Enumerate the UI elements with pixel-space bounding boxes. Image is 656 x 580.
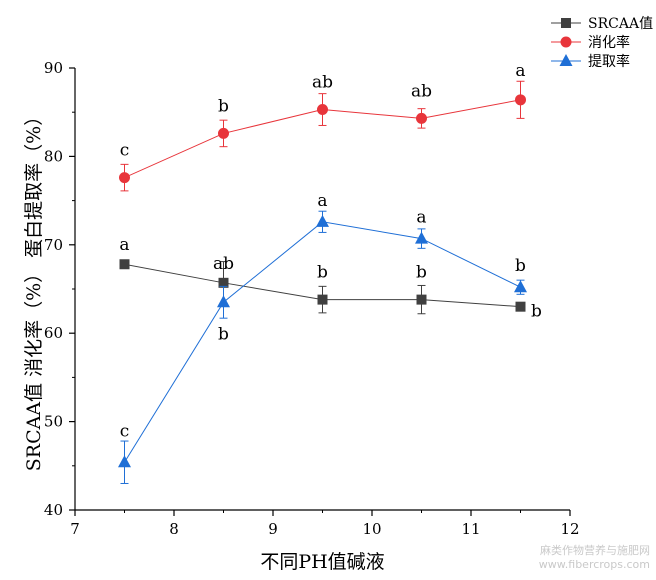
- significance-label: ab: [213, 254, 234, 274]
- significance-label: a: [119, 235, 129, 255]
- significance-label: ab: [411, 81, 432, 101]
- data-point: [218, 127, 229, 139]
- y-tick-label: 40: [44, 501, 63, 519]
- data-point: [316, 214, 329, 227]
- data-point: [416, 112, 427, 124]
- data-point: [514, 280, 527, 293]
- y-tick-label: 80: [44, 147, 63, 165]
- significance-label: ab: [312, 73, 333, 93]
- data-point: [118, 455, 131, 468]
- x-tick-label: 7: [70, 520, 80, 538]
- y-axis-title: SRCAA值 消化率（%） 蛋白提取率（%）: [23, 107, 45, 472]
- legend-marker: [559, 54, 573, 66]
- significance-label: b: [218, 96, 229, 116]
- significance-label: c: [120, 421, 130, 441]
- significance-label: b: [515, 256, 526, 276]
- series-line: [124, 221, 521, 463]
- significance-label: b: [218, 324, 229, 344]
- significance-label: b: [317, 263, 328, 283]
- y-tick-label: 90: [44, 59, 63, 77]
- data-point: [515, 94, 526, 106]
- x-tick-label: 9: [268, 520, 278, 538]
- legend-label: SRCAA值: [588, 16, 653, 32]
- significance-label: b: [531, 302, 542, 322]
- data-point: [218, 277, 229, 288]
- data-point: [317, 294, 328, 305]
- data-point: [217, 295, 230, 308]
- y-tick-label: 70: [44, 236, 63, 254]
- axes: 40 50 60 70 80 90 7 8 9 10 11 12 不同PH值碱液 SRCAA值 消化率（%…: [23, 59, 580, 573]
- watermark-url: www.fibercrops.com: [538, 558, 650, 571]
- legend-marker: [560, 36, 572, 48]
- significance-label: a: [515, 61, 525, 81]
- data-point: [119, 172, 130, 184]
- series-circle: c b ab ab a: [119, 61, 526, 192]
- series-square: a ab b b b: [119, 235, 542, 321]
- y-tick-label: 50: [44, 413, 63, 431]
- data-point: [317, 104, 328, 116]
- watermark: 麻类作物营养与施肥网 www.fibercrops.com: [539, 544, 650, 572]
- x-axis-title: 不同PH值碱液: [260, 551, 384, 573]
- x-tick-label: 10: [362, 520, 381, 538]
- x-tick-label: 11: [461, 520, 480, 538]
- data-point: [119, 259, 130, 270]
- y-tick-label: 60: [44, 324, 63, 342]
- watermark-title: 麻类作物营养与施肥网: [540, 544, 650, 557]
- legend-item: 消化率: [551, 34, 630, 51]
- x-tick-label: 8: [169, 520, 179, 538]
- data-point: [415, 231, 428, 244]
- significance-label: c: [120, 141, 130, 161]
- x-tick-label: 12: [560, 520, 579, 538]
- data-point: [515, 301, 526, 312]
- legend-item: 提取率: [551, 53, 630, 70]
- significance-label: b: [416, 263, 427, 283]
- significance-label: a: [416, 208, 426, 228]
- significance-label: a: [317, 191, 327, 211]
- data-point: [416, 294, 427, 305]
- legend-item: SRCAA值: [551, 16, 653, 32]
- legend-label: 提取率: [588, 53, 630, 70]
- legend-label: 消化率: [588, 34, 630, 51]
- legend-marker: [561, 18, 571, 28]
